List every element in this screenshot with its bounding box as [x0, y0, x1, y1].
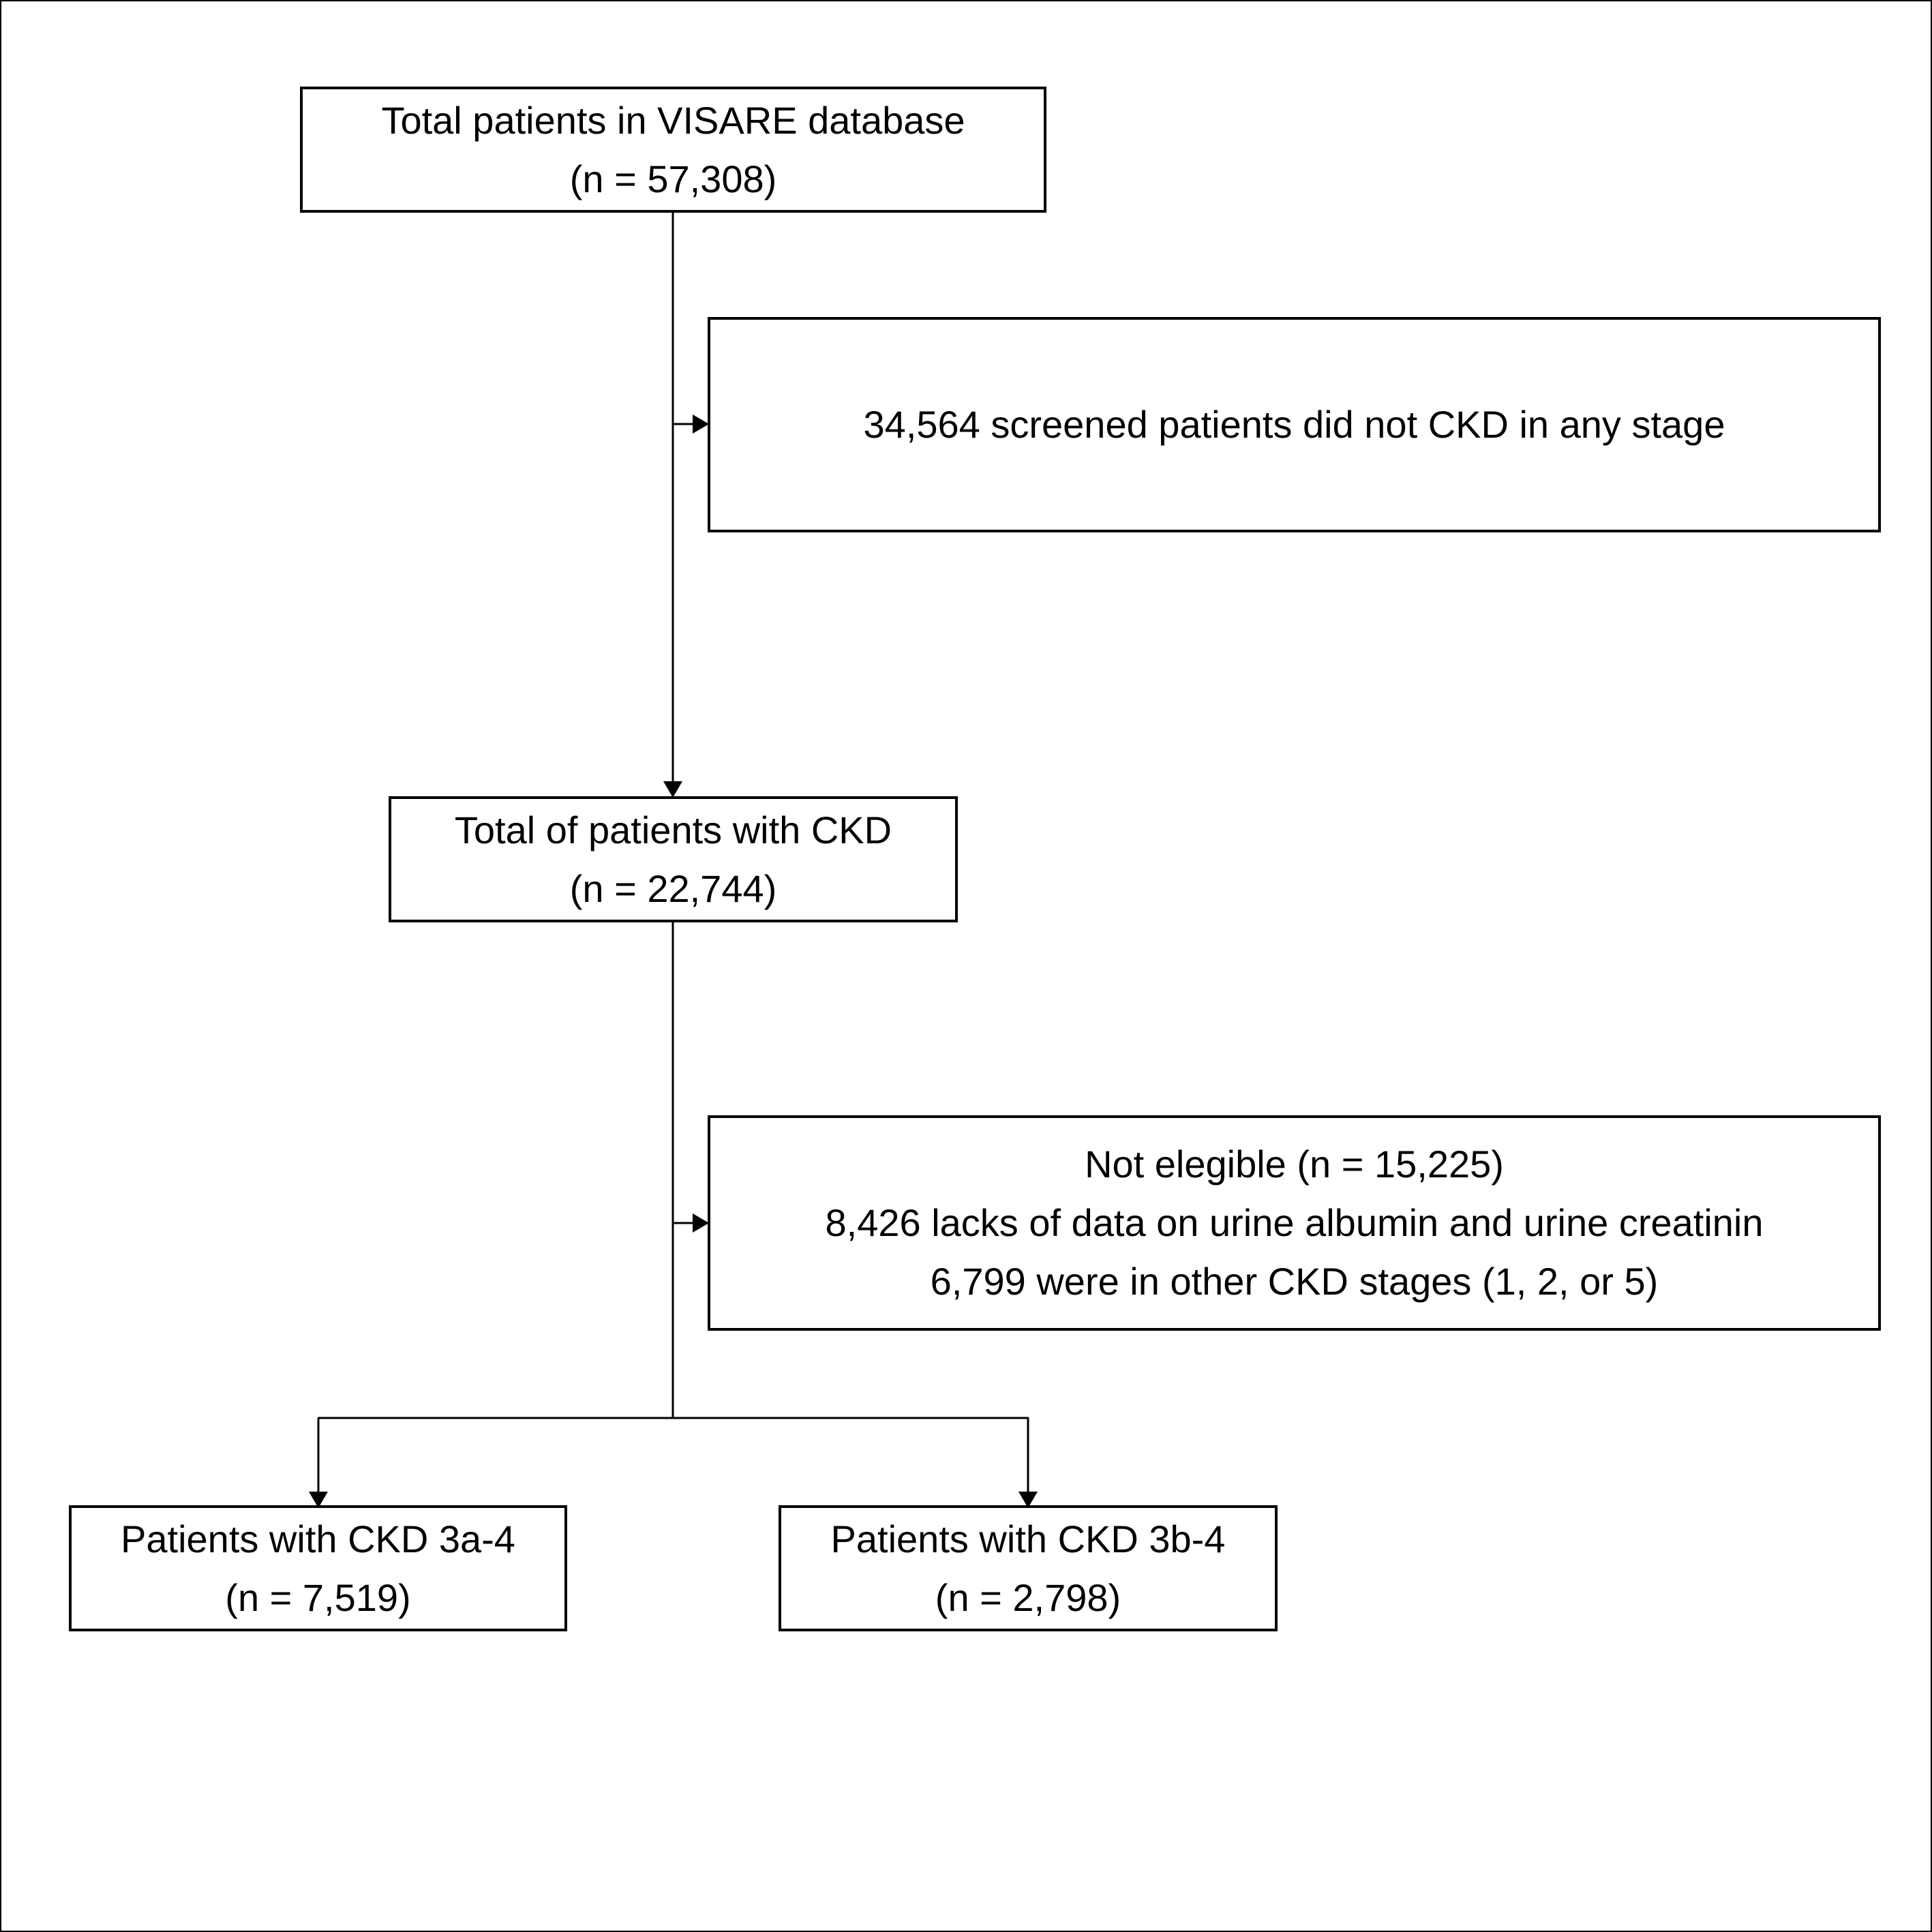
arrow-to-ckd-box — [663, 781, 682, 798]
arrow-to-exclusion1-box — [693, 414, 709, 434]
not-eligible-missing-data: 8,426 lacks of data on urine albumin and… — [825, 1201, 1764, 1244]
total-patients-box: Total patients in VISARE database (n = 5… — [300, 87, 1046, 213]
total-patients-count: (n = 57,308) — [569, 157, 777, 200]
arrow-to-exclusion2-box — [693, 1213, 709, 1233]
ckd-3b4-count: (n = 2,798) — [935, 1575, 1121, 1619]
ckd-3a4-count: (n = 7,519) — [225, 1575, 411, 1619]
exclusion-no-ckd-box: 34,564 screened patients did not CKD in … — [708, 317, 1881, 532]
not-eligible-box: Not elegible (n = 15,225) 8,426 lacks of… — [708, 1115, 1881, 1331]
ckd-3b4-label: Patients with CKD 3b-4 — [830, 1517, 1226, 1560]
ckd-3a4-box: Patients with CKD 3a-4 (n = 7,519) — [69, 1505, 567, 1631]
exclusion-no-ckd-text: 34,564 screened patients did not CKD in … — [863, 403, 1725, 446]
total-patients-label: Total patients in VISARE database — [381, 98, 965, 142]
ckd-3a4-label: Patients with CKD 3a-4 — [121, 1517, 515, 1560]
ckd-patients-label: Total of patients with CKD — [454, 808, 892, 851]
ckd-patients-count: (n = 22,744) — [569, 866, 777, 910]
arrow-to-ckd3a4-box — [309, 1492, 328, 1508]
ckd-patients-box: Total of patients with CKD (n = 22,744) — [389, 796, 958, 922]
not-eligible-other-stages: 6,799 were in other CKD stages (1, 2, or… — [930, 1260, 1659, 1303]
arrow-to-ckd3b4-box — [1018, 1492, 1038, 1508]
ckd-3b4-box: Patients with CKD 3b-4 (n = 2,798) — [779, 1505, 1278, 1631]
not-eligible-title: Not elegible (n = 15,225) — [1085, 1143, 1504, 1186]
